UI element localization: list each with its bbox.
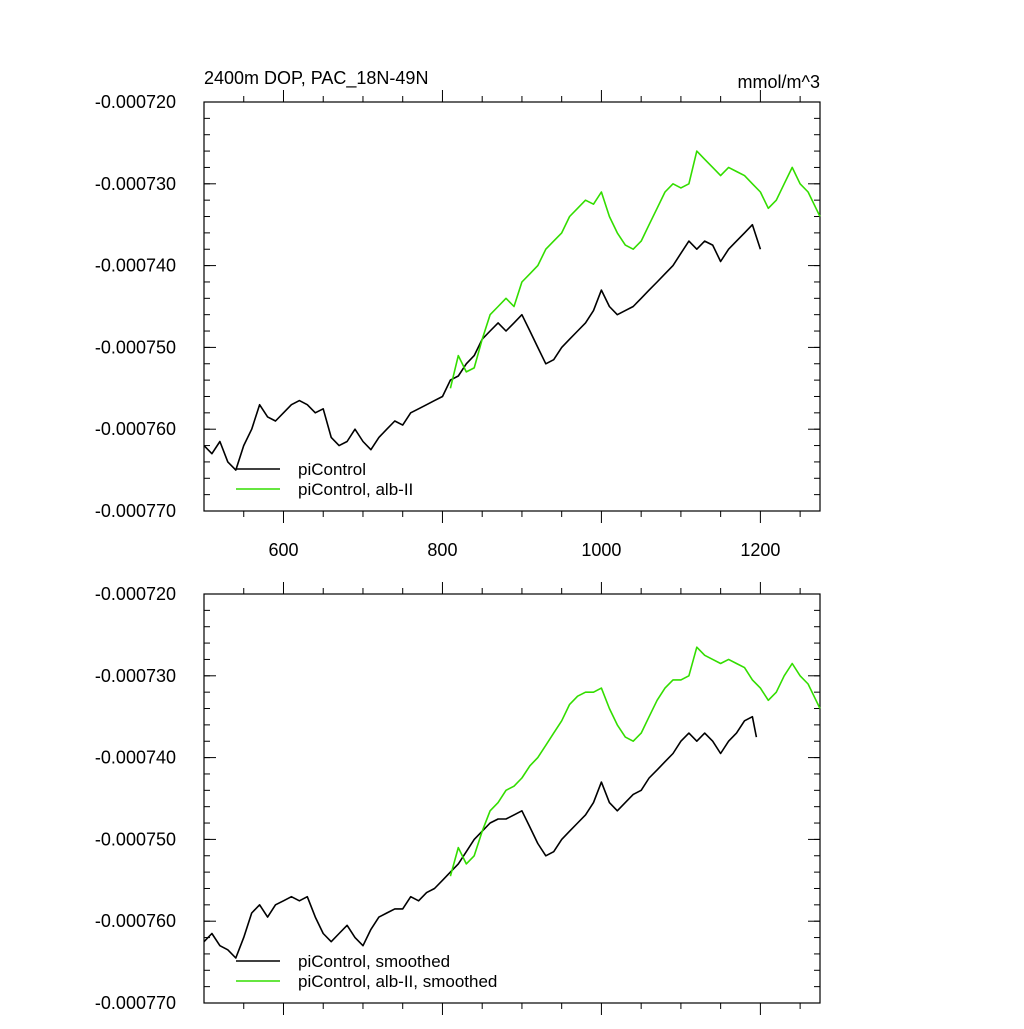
y-tick-label: -0.000750: [95, 829, 176, 849]
bottom-panel: -0.000720 -0.000730 -0.000740 -0.000750 -0.0…: [95, 582, 821, 1015]
series-line-1: [449, 646, 821, 877]
y-tick-label: -0.000750: [95, 337, 176, 357]
x-tick-label: 600: [268, 540, 298, 560]
plot-frame: [203, 593, 821, 1004]
x-tick-label: 1200: [740, 540, 780, 560]
chart-title: 2400m DOP, PAC_18N-49N: [204, 68, 428, 89]
y-tick-label: -0.000720: [95, 584, 176, 604]
legend-label: piControl: [298, 460, 366, 479]
plot-frame: [203, 101, 821, 512]
series-line-1: [449, 150, 821, 389]
x-tick-label: 1000: [581, 540, 621, 560]
y-tick-label: -0.000730: [95, 666, 176, 686]
y-tick-label: -0.000770: [95, 993, 176, 1013]
units-label: mmol/m^3: [738, 72, 820, 92]
y-tick-label: -0.000720: [95, 92, 176, 112]
series-line-0: [203, 223, 762, 471]
y-tick-label: -0.000740: [95, 748, 176, 768]
y-tick-label: -0.000730: [95, 174, 176, 194]
legend-label: piControl, alb-II: [298, 480, 413, 499]
x-tick-label: 800: [427, 540, 457, 560]
y-tick-label: -0.000770: [95, 501, 176, 521]
y-tick-label: -0.000760: [95, 911, 176, 931]
legend-label: piControl, smoothed: [298, 952, 450, 971]
top-panel: -0.000720 -0.000730 -0.000740 -0.000750 -0.0…: [95, 68, 821, 560]
y-tick-label: -0.000760: [95, 419, 176, 439]
y-tick-label: -0.000740: [95, 256, 176, 276]
legend-label: piControl, alb-II, smoothed: [298, 972, 497, 991]
